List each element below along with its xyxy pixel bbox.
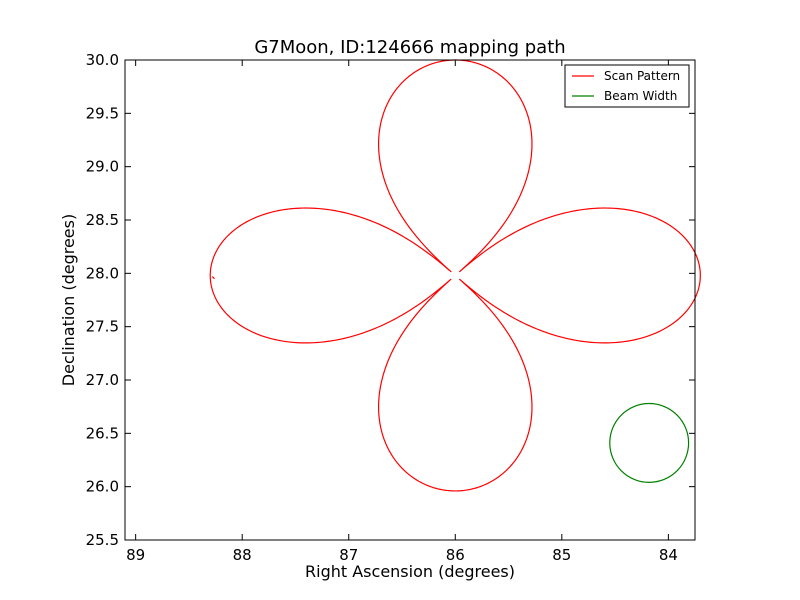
y-tick-label: 26.5 bbox=[86, 424, 119, 442]
series-layer bbox=[209, 59, 701, 492]
y-tick-label: 27.5 bbox=[86, 318, 119, 336]
x-tick-label: 85 bbox=[552, 546, 571, 564]
y-tick-label: 28.0 bbox=[86, 264, 119, 282]
scan-pattern-end-segment bbox=[211, 276, 215, 280]
y-tick-label: 30.0 bbox=[86, 51, 119, 69]
legend: Scan Pattern Beam Width bbox=[564, 64, 690, 108]
y-tick-label: 27.0 bbox=[86, 371, 119, 389]
scan-pattern-line bbox=[209, 59, 701, 492]
y-tick-label: 28.5 bbox=[86, 211, 119, 229]
legend-box bbox=[564, 64, 690, 108]
x-tick-label: 89 bbox=[126, 546, 145, 564]
legend-label-scan-pattern: Scan Pattern bbox=[604, 69, 680, 83]
plot-area bbox=[125, 60, 695, 540]
x-tick-label: 88 bbox=[233, 546, 252, 564]
x-tick-label: 86 bbox=[446, 546, 465, 564]
y-tick-label: 26.0 bbox=[86, 478, 119, 496]
y-tick-label: 29.0 bbox=[86, 158, 119, 176]
beam-width-circle bbox=[609, 402, 690, 483]
x-axis-title: Right Ascension (degrees) bbox=[305, 562, 515, 581]
y-tick-label: 29.5 bbox=[86, 104, 119, 122]
x-tick-label: 87 bbox=[339, 546, 358, 564]
y-axis-title: Declination (degrees) bbox=[59, 214, 78, 386]
x-tick-label: 84 bbox=[659, 546, 678, 564]
chart-title: G7Moon, ID:124666 mapping path bbox=[254, 37, 565, 58]
plot-frame bbox=[124, 59, 696, 541]
axis-ticks: 89 88 87 86 85 84 25.5 26.0 26.5 27.0 27.5 28.0 28.5… bbox=[86, 51, 695, 564]
y-tick-label: 25.5 bbox=[86, 531, 119, 549]
legend-label-beam-width: Beam Width bbox=[604, 89, 677, 103]
